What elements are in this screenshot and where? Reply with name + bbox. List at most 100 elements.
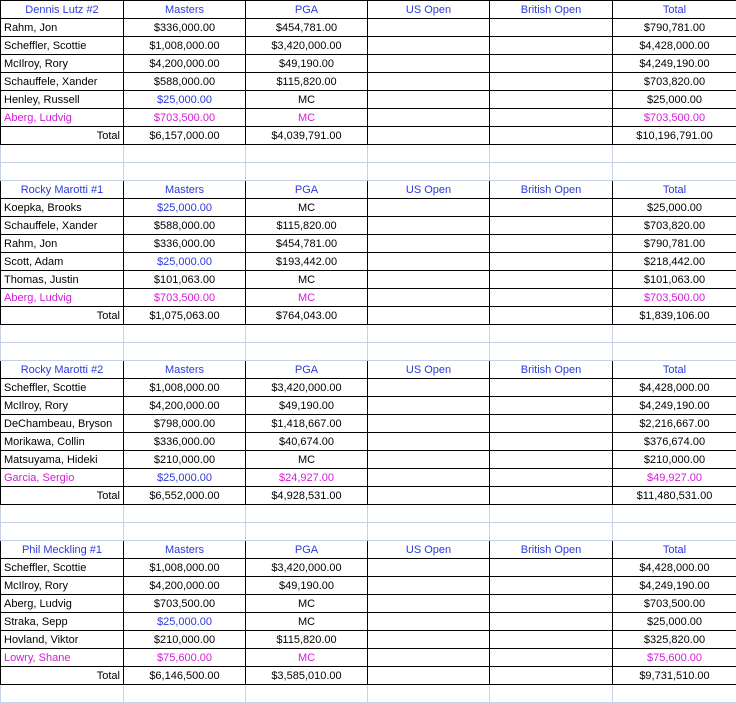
empty-cell[interactable] [368,343,490,361]
column-header-british-open[interactable]: British Open [490,1,613,19]
column-header-masters[interactable]: Masters [124,181,246,199]
british-open-cell[interactable] [490,271,613,289]
total-cell[interactable]: $101,063.00 [613,271,736,289]
total-cell[interactable]: $25,000.00 [613,613,736,631]
empty-cell[interactable] [368,325,490,343]
player-name-cell[interactable]: Aberg, Ludvig [1,289,124,307]
column-header-us-open[interactable]: US Open [368,361,490,379]
british-open-cell[interactable] [490,595,613,613]
player-name-cell[interactable]: Hovland, Viktor [1,631,124,649]
us-open-cell[interactable] [368,397,490,415]
empty-cell[interactable] [124,325,246,343]
total-cell[interactable]: $218,442.00 [613,253,736,271]
pga-cell[interactable]: $454,781.00 [246,235,368,253]
player-name-cell[interactable]: Thomas, Justin [1,271,124,289]
total-label-cell[interactable]: Total [1,667,124,685]
total-masters-cell[interactable]: $6,552,000.00 [124,487,246,505]
us-open-cell[interactable] [368,217,490,235]
column-header-pga[interactable]: PGA [246,1,368,19]
us-open-cell[interactable] [368,91,490,109]
total-us-open-cell[interactable] [368,307,490,325]
us-open-cell[interactable] [368,199,490,217]
total-british-open-cell[interactable] [490,307,613,325]
player-name-cell[interactable]: Matsuyama, Hideki [1,451,124,469]
us-open-cell[interactable] [368,451,490,469]
column-header-total[interactable]: Total [613,541,736,559]
total-cell[interactable]: $703,820.00 [613,73,736,91]
masters-cell[interactable]: $336,000.00 [124,235,246,253]
masters-cell[interactable]: $336,000.00 [124,19,246,37]
total-cell[interactable]: $75,600.00 [613,649,736,667]
british-open-cell[interactable] [490,397,613,415]
pga-cell[interactable]: MC [246,271,368,289]
british-open-cell[interactable] [490,469,613,487]
player-name-cell[interactable]: McIlroy, Rory [1,55,124,73]
masters-cell[interactable]: $4,200,000.00 [124,397,246,415]
empty-cell[interactable] [368,685,490,703]
pga-cell[interactable]: $49,190.00 [246,577,368,595]
pga-cell[interactable]: $115,820.00 [246,73,368,91]
empty-cell[interactable] [613,343,736,361]
total-cell[interactable]: $210,000.00 [613,451,736,469]
pga-cell[interactable]: $49,190.00 [246,55,368,73]
empty-cell[interactable] [124,343,246,361]
total-cell[interactable]: $49,927.00 [613,469,736,487]
total-label-cell[interactable]: Total [1,307,124,325]
player-name-cell[interactable]: McIlroy, Rory [1,397,124,415]
masters-cell[interactable]: $798,000.00 [124,415,246,433]
pga-cell[interactable]: MC [246,595,368,613]
column-header-british-open[interactable]: British Open [490,541,613,559]
empty-cell[interactable] [613,523,736,541]
us-open-cell[interactable] [368,55,490,73]
total-us-open-cell[interactable] [368,127,490,145]
pga-cell[interactable]: MC [246,613,368,631]
british-open-cell[interactable] [490,37,613,55]
empty-cell[interactable] [124,145,246,163]
empty-cell[interactable] [1,145,124,163]
british-open-cell[interactable] [490,19,613,37]
pga-cell[interactable]: $454,781.00 [246,19,368,37]
total-pga-cell[interactable]: $4,928,531.00 [246,487,368,505]
empty-cell[interactable] [1,505,124,523]
player-name-cell[interactable]: Schauffele, Xander [1,217,124,235]
empty-cell[interactable] [246,505,368,523]
empty-cell[interactable] [1,325,124,343]
total-pga-cell[interactable]: $764,043.00 [246,307,368,325]
us-open-cell[interactable] [368,559,490,577]
player-name-cell[interactable]: Koepka, Brooks [1,199,124,217]
team-name-cell[interactable]: Rocky Marotti #2 [1,361,124,379]
total-cell[interactable]: $2,216,667.00 [613,415,736,433]
empty-cell[interactable] [490,505,613,523]
total-cell[interactable]: $703,500.00 [613,289,736,307]
pga-cell[interactable]: $3,420,000.00 [246,559,368,577]
empty-cell[interactable] [368,505,490,523]
team-name-cell[interactable]: Phil Meckling #1 [1,541,124,559]
empty-cell[interactable] [490,685,613,703]
total-cell[interactable]: $325,820.00 [613,631,736,649]
masters-cell[interactable]: $75,600.00 [124,649,246,667]
british-open-cell[interactable] [490,91,613,109]
masters-cell[interactable]: $210,000.00 [124,451,246,469]
masters-cell[interactable]: $588,000.00 [124,217,246,235]
column-header-british-open[interactable]: British Open [490,361,613,379]
total-cell[interactable]: $376,674.00 [613,433,736,451]
us-open-cell[interactable] [368,379,490,397]
masters-cell[interactable]: $336,000.00 [124,433,246,451]
pga-cell[interactable]: MC [246,109,368,127]
total-british-open-cell[interactable] [490,127,613,145]
total-cell[interactable]: $4,249,190.00 [613,577,736,595]
british-open-cell[interactable] [490,109,613,127]
us-open-cell[interactable] [368,73,490,91]
empty-cell[interactable] [613,505,736,523]
pga-cell[interactable]: $3,420,000.00 [246,379,368,397]
grand-total-cell[interactable]: $11,480,531.00 [613,487,736,505]
masters-cell[interactable]: $25,000.00 [124,253,246,271]
empty-cell[interactable] [246,523,368,541]
pga-cell[interactable]: $40,674.00 [246,433,368,451]
total-cell[interactable]: $4,249,190.00 [613,397,736,415]
masters-cell[interactable]: $703,500.00 [124,289,246,307]
british-open-cell[interactable] [490,253,613,271]
us-open-cell[interactable] [368,613,490,631]
empty-cell[interactable] [124,505,246,523]
player-name-cell[interactable]: Scheffler, Scottie [1,379,124,397]
